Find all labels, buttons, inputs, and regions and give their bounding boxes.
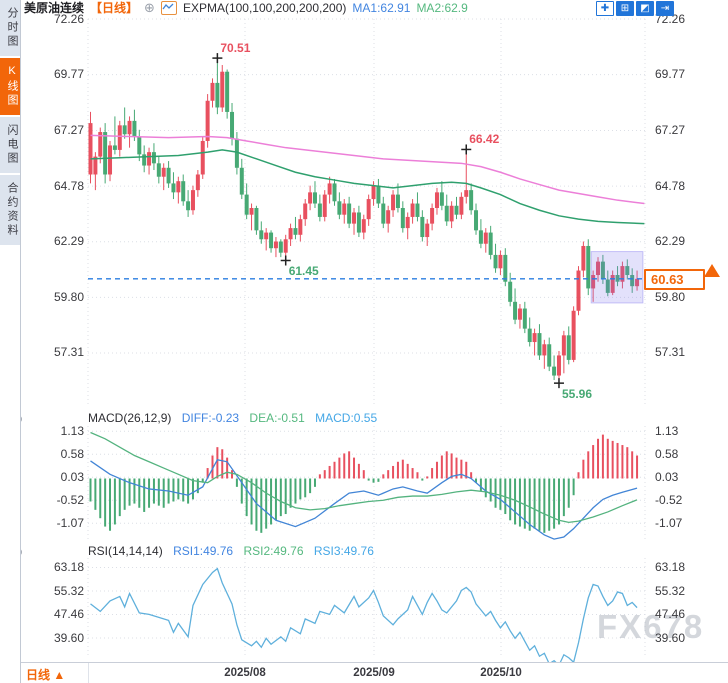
price-mark-label: 70.51 xyxy=(220,41,251,56)
price-axis-label-left: 59.80 xyxy=(53,289,84,304)
rsi-header: RSI(14,14,14) RSI1:49.76 RSI2:49.76 RSI3… xyxy=(88,545,374,558)
rsi-axis-label-right: 63.18 xyxy=(655,560,686,574)
rsi-title: RSI(14,14,14) xyxy=(88,544,163,558)
rsi-axis-label-left: 63.18 xyxy=(53,560,84,574)
date-label: 2025/08 xyxy=(224,667,266,679)
sidebar-item-kline-chart[interactable]: K线图 xyxy=(0,58,20,115)
ma1-value: MA1:62.91 xyxy=(352,1,411,15)
macd-macd-value: MACD:0.55 xyxy=(315,411,378,425)
bottom-bar-divider xyxy=(88,663,89,683)
rsi-axis-label-right: 55.32 xyxy=(655,583,686,598)
scale-tool-button[interactable]: ◩ xyxy=(636,1,654,16)
price-axis-label-right: 67.27 xyxy=(655,122,686,137)
macd-header: MACD(26,12,9) DIFF:-0.23 DEA:-0.51 MACD:… xyxy=(88,412,377,425)
circle-plus-icon[interactable]: ⊕ xyxy=(144,0,155,15)
indicator-chart-icon[interactable] xyxy=(160,1,177,15)
bottom-time-bar: 日线 ▲ xyxy=(0,662,728,683)
price-axis-label-left: 67.27 xyxy=(53,122,84,137)
rsi-axis-label-left: 55.32 xyxy=(53,583,84,598)
ma2-value: MA2:62.9 xyxy=(416,1,468,15)
rsi1-value: RSI1:49.76 xyxy=(173,544,234,558)
price-mark-label: 66.42 xyxy=(469,132,500,147)
price-axis-label-right: 62.29 xyxy=(655,234,686,249)
macd-axis-label-right: -1.07 xyxy=(655,515,683,530)
rsi-axis-label-left: 39.60 xyxy=(53,630,84,645)
price-axis-label-left: 62.29 xyxy=(53,234,84,249)
sidebar-item-time-chart[interactable]: 分时图 xyxy=(0,0,20,56)
macd-diff-value: DIFF:-0.23 xyxy=(181,411,240,425)
fx678-watermark: FX678 xyxy=(597,608,705,645)
fit-tool-button[interactable]: ⊞ xyxy=(616,1,634,16)
macd-axis-label-right: -0.52 xyxy=(655,492,683,507)
sidebar-item-lightning-chart[interactable]: 闪电图 xyxy=(0,117,20,173)
macd-axis-label-left: 0.03 xyxy=(60,469,84,484)
period-label[interactable]: 【日线】 xyxy=(90,1,139,15)
macd-axis-label-left: -1.07 xyxy=(56,515,84,530)
date-label: 2025/10 xyxy=(480,667,522,679)
rsi-axis-label-right: 39.60 xyxy=(655,630,686,645)
left-sidebar: 分时图 K线图 闪电图 合约资料 xyxy=(0,0,21,683)
chart-toolbar: ✚ ⊞ ◩ ⇥ xyxy=(596,1,674,16)
macd-dea-value: DEA:-0.51 xyxy=(249,411,305,425)
price-axis-label-right: 57.31 xyxy=(655,345,686,360)
rsi-axis-label-left: 47.46 xyxy=(53,607,84,621)
price-mark-label: 55.96 xyxy=(561,387,592,402)
chart-header: 美原油连续 【日线】 ⊕ EXPMA(100,100,200,200,200) … xyxy=(24,1,468,15)
price-axis-label-right: 69.77 xyxy=(655,67,686,82)
macd-title: MACD(26,12,9) xyxy=(88,411,172,425)
rsi-axis-label-right: 47.46 xyxy=(655,607,686,621)
macd-axis-label-right: 0.58 xyxy=(655,446,679,461)
move-tool-button[interactable]: ✚ xyxy=(596,1,614,16)
symbol-name: 美原油连续 xyxy=(24,1,85,15)
price-up-arrow-icon xyxy=(704,264,720,277)
rsi3-value: RSI3:49.76 xyxy=(313,544,374,558)
price-axis-label-left: 57.31 xyxy=(53,345,84,360)
price-axis-label-right: 59.80 xyxy=(655,289,686,304)
macd-axis-label-right: 0.03 xyxy=(655,469,679,484)
shift-right-tool-button[interactable]: ⇥ xyxy=(656,1,674,16)
macd-axis-label-right: 1.13 xyxy=(655,423,679,438)
indicator-name: EXPMA(100,100,200,200,200) xyxy=(182,1,347,15)
period-selector[interactable]: 日线 ▲ xyxy=(26,668,66,682)
date-label: 2025/09 xyxy=(353,667,395,679)
price-axis-label-right: 64.78 xyxy=(655,178,686,193)
macd-axis-label-left: 1.13 xyxy=(60,423,84,438)
price-mark-label: 61.45 xyxy=(288,264,319,279)
price-axis-label-left: 64.78 xyxy=(53,178,84,193)
macd-axis-label-left: 0.58 xyxy=(60,446,84,461)
price-axis-label-left: 72.26 xyxy=(53,11,84,26)
rsi2-value: RSI2:49.76 xyxy=(243,544,304,558)
current-price-tag: 60.63 xyxy=(644,269,705,290)
sidebar-item-contract-info[interactable]: 合约资料 xyxy=(0,175,20,245)
price-axis-label-left: 69.77 xyxy=(53,67,84,82)
macd-axis-label-left: -0.52 xyxy=(56,492,84,507)
